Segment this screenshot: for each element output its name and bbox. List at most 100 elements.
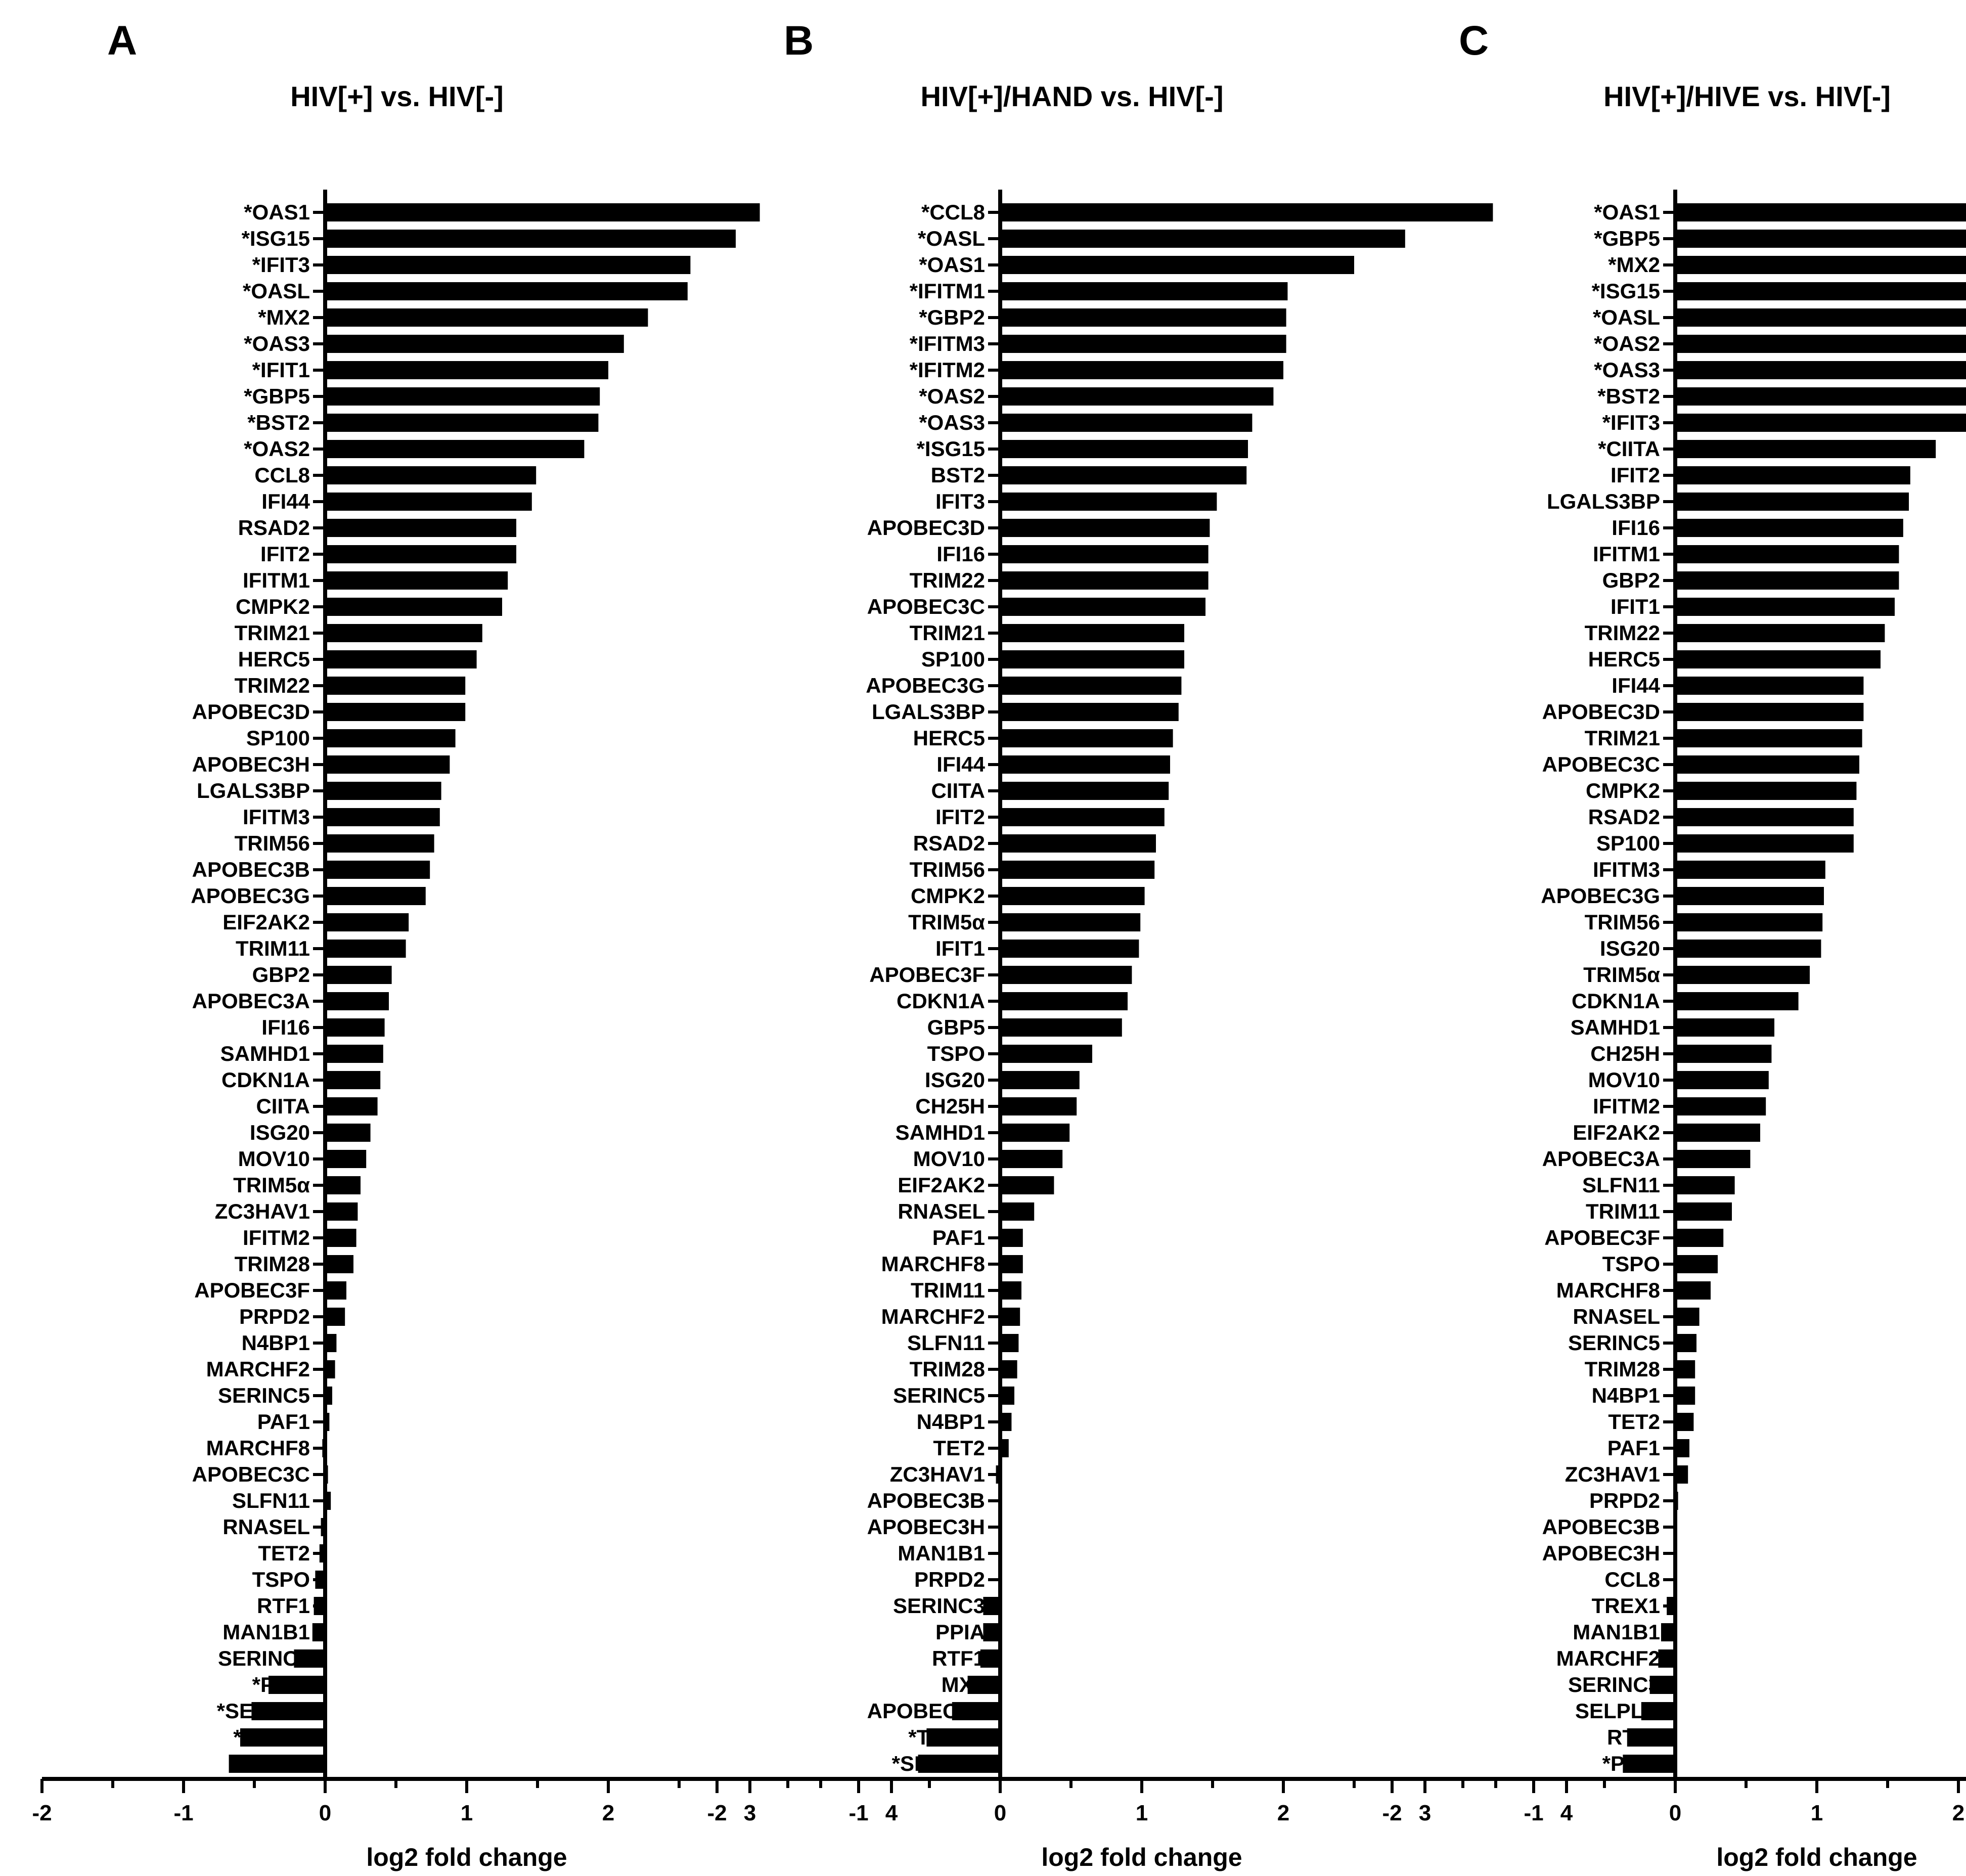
gene-label: MAN1B1 — [222, 1620, 310, 1644]
gene-label: IFI44 — [1612, 674, 1660, 697]
gene-label: APOBEC3G — [191, 884, 310, 908]
bar — [325, 1097, 378, 1115]
bar — [325, 282, 688, 300]
gene-label: SAMHD1 — [1571, 1015, 1660, 1039]
panel-letter: A — [107, 18, 137, 64]
gene-label: IFI44 — [936, 752, 985, 776]
gene-label: GBP2 — [252, 963, 310, 987]
gene-label: TRIM11 — [1586, 1199, 1660, 1223]
gene-label: *OAS2 — [1594, 332, 1660, 355]
bar — [325, 1202, 358, 1221]
bar — [1000, 782, 1169, 800]
bar — [1675, 1229, 1724, 1247]
bar — [1000, 361, 1283, 379]
bar — [1675, 624, 1885, 642]
bar — [1000, 256, 1354, 274]
gene-label: APOBEC3C — [1542, 752, 1660, 776]
gene-label: APOBEC3G — [866, 674, 985, 697]
gene-label: TRIM5α — [233, 1173, 310, 1197]
gene-label: APOBEC3C — [867, 595, 985, 618]
bar — [1675, 1150, 1751, 1168]
gene-label: APOBEC3D — [867, 516, 985, 540]
gene-label: CH25H — [915, 1094, 985, 1118]
gene-label: *ISG15 — [917, 437, 985, 461]
gene-label: BST2 — [931, 463, 985, 487]
gene-label: TET2 — [1608, 1410, 1660, 1434]
gene-label: *BST2 — [1597, 384, 1660, 408]
x-tick-label: 3 — [744, 1801, 756, 1825]
bar — [325, 1413, 330, 1431]
gene-label: *OAS1 — [919, 253, 985, 277]
x-tick-label: -2 — [1382, 1801, 1402, 1825]
bar — [325, 1150, 367, 1168]
gene-label: TRIM28 — [1585, 1357, 1660, 1381]
gene-label: HERC5 — [238, 647, 310, 671]
gene-label: N4BP1 — [1592, 1383, 1660, 1407]
gene-label: PRPD2 — [1589, 1489, 1660, 1512]
gene-label: ISG20 — [925, 1068, 985, 1092]
bar — [1000, 308, 1286, 327]
bar — [1675, 256, 1966, 274]
gene-label: PRPD2 — [914, 1568, 985, 1591]
x-tick-label: 0 — [1669, 1801, 1681, 1825]
bar — [325, 1492, 331, 1510]
gene-label: EIF2AK2 — [898, 1173, 985, 1197]
bar — [325, 1071, 381, 1089]
gene-label: LGALS3BP — [872, 700, 985, 724]
gene-label: LGALS3BP — [197, 779, 310, 802]
bar — [325, 256, 691, 274]
bar — [325, 887, 426, 905]
bar — [325, 1176, 361, 1194]
bar — [1000, 440, 1248, 458]
bar — [1000, 466, 1247, 484]
bar — [1000, 1150, 1063, 1168]
bar — [1000, 624, 1184, 642]
bar — [325, 782, 441, 800]
gene-label: ZC3HAV1 — [1565, 1462, 1660, 1486]
bar — [1000, 414, 1253, 432]
bar — [1000, 1124, 1070, 1142]
bar — [1000, 677, 1182, 695]
gene-label: APOBEC3D — [1542, 700, 1660, 724]
bar — [325, 545, 516, 563]
gene-label: IFIT2 — [260, 542, 310, 566]
gene-label: PPIA — [935, 1620, 985, 1644]
gene-label: SLFN11 — [1582, 1173, 1660, 1197]
gene-label: RNASEL — [898, 1199, 985, 1223]
bar — [325, 493, 532, 511]
gene-label: SP100 — [921, 647, 985, 671]
x-tick-label: 4 — [885, 1801, 898, 1825]
bar — [325, 519, 516, 537]
x-tick-label: -1 — [1524, 1801, 1543, 1825]
x-tick-label: -1 — [848, 1801, 868, 1825]
gene-label: TRIM5α — [1583, 963, 1660, 987]
bar — [1675, 1202, 1732, 1221]
gene-label: MARCHF8 — [881, 1252, 985, 1276]
bar — [1675, 1308, 1700, 1326]
bar — [1675, 387, 1966, 406]
bar — [325, 677, 466, 695]
bar — [325, 1124, 371, 1142]
gene-label: IFI16 — [1612, 516, 1660, 540]
bar — [1675, 598, 1895, 616]
bar — [1000, 1387, 1014, 1405]
gene-label: APOBEC3H — [1542, 1541, 1660, 1565]
gene-label: IFI16 — [936, 542, 985, 566]
gene-label: *CIITA — [1598, 437, 1660, 461]
gene-label: APOBEC3F — [1544, 1226, 1660, 1249]
bar — [1675, 992, 1799, 1010]
gene-label: ZC3HAV1 — [890, 1462, 985, 1486]
gene-label: TRIM21 — [235, 621, 310, 645]
panel-title: HIV[+]/HIVE vs. HIV[-] — [1603, 80, 1891, 112]
gene-label: TRIM28 — [910, 1357, 985, 1381]
x-tick-label: -2 — [32, 1801, 52, 1825]
gene-label: TRIM5α — [908, 910, 985, 934]
gene-label: CMPK2 — [236, 595, 310, 618]
gene-label: TET2 — [933, 1436, 985, 1460]
bar — [1675, 1334, 1696, 1352]
bar — [325, 1308, 345, 1326]
x-axis-title: log2 fold change — [1041, 1843, 1242, 1871]
bar — [1000, 808, 1165, 826]
bar — [325, 571, 508, 590]
bar — [1675, 1465, 1688, 1484]
